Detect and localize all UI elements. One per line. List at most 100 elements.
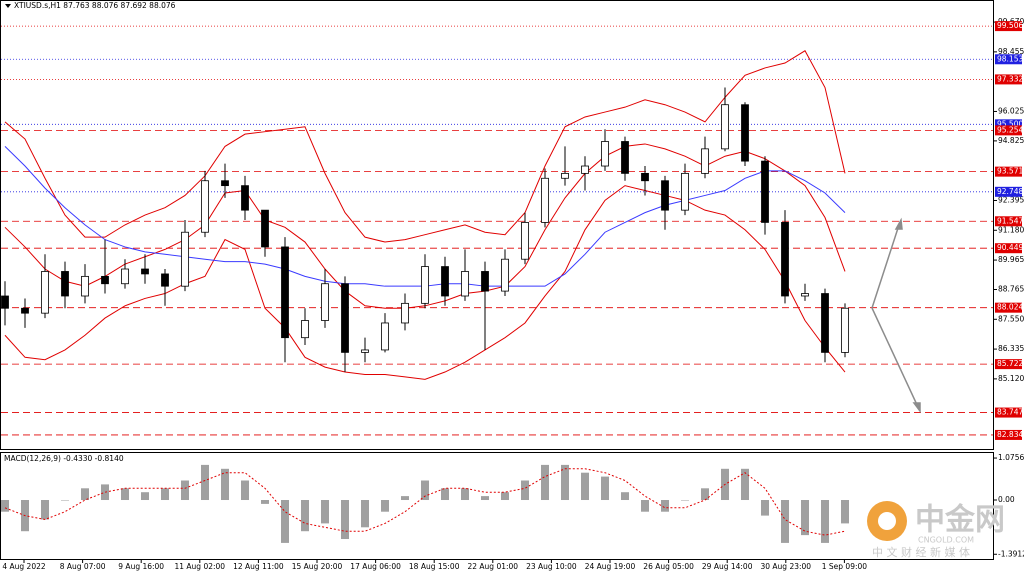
macd-bar <box>701 488 709 501</box>
macd-bar <box>41 500 49 520</box>
level-label: 91.547 <box>997 216 1023 225</box>
macd-bar <box>401 496 409 501</box>
macd-bar <box>501 492 509 501</box>
macd-bar <box>641 500 649 512</box>
macd-bar <box>821 500 829 543</box>
y-tick-label: 91.180 <box>998 225 1024 234</box>
level-tag <box>995 21 1022 32</box>
level-tag <box>995 243 1022 254</box>
level-tag <box>995 186 1022 197</box>
level-tag <box>995 74 1022 85</box>
y-tick-label: 94.825 <box>998 136 1024 145</box>
macd-bar <box>1 500 9 512</box>
y-tick-label: 98.455 <box>998 47 1024 56</box>
candle-body <box>61 271 69 297</box>
macd-bar <box>481 496 489 501</box>
macd-bar <box>261 500 269 504</box>
candle-body <box>21 307 29 314</box>
y-tick-label: -1.3912 <box>998 549 1024 558</box>
candle-body <box>1 295 9 309</box>
y-tick-label: 96.025 <box>998 106 1024 115</box>
candle-body <box>841 307 849 353</box>
candle-body <box>341 283 349 353</box>
candle-body <box>381 322 389 351</box>
candle-body <box>601 141 609 167</box>
macd-bar <box>561 464 569 501</box>
plot-layer: 99.67098.45596.02594.82592.39591.18089.9… <box>1 17 1024 571</box>
y-tick-label: 85.120 <box>998 374 1024 383</box>
macd-bar <box>161 488 169 501</box>
macd-bar <box>621 492 629 501</box>
macd-bar <box>541 464 549 501</box>
level-tag <box>995 166 1022 177</box>
candle-body <box>221 180 229 187</box>
candle-body <box>721 104 729 150</box>
forecast-arrows <box>871 217 921 414</box>
indicator-line <box>4 50 846 243</box>
macd-frame <box>0 452 994 560</box>
macd-bar <box>781 500 789 543</box>
tagline: 中 文 财 经 新 媒 体 <box>872 545 970 559</box>
site: CNGOLD.COM <box>918 536 974 545</box>
level-tag <box>995 407 1022 418</box>
candle-body <box>201 180 209 233</box>
candle-body <box>621 141 629 174</box>
macd-bar <box>601 476 609 501</box>
level-label: 90.449 <box>997 243 1023 252</box>
candle-body <box>281 246 289 339</box>
y-tick-label: 87.550 <box>998 314 1024 323</box>
candle-body <box>181 231 189 287</box>
macd-bar <box>581 472 589 501</box>
price-frame <box>0 0 994 450</box>
macd-bar <box>281 500 289 543</box>
x-tick-label: 1 Sep 09:00 <box>822 562 868 571</box>
x-tick-label: 22 Aug 01:00 <box>468 562 519 571</box>
candle-body <box>641 172 649 182</box>
candle-body <box>261 209 269 248</box>
x-tick-label: 26 Aug 05:00 <box>643 562 694 571</box>
candle-body <box>481 271 489 292</box>
x-tick-label: 9 Aug 16:00 <box>118 562 164 571</box>
level-label: 95.500 <box>997 119 1023 128</box>
y-tick-label: 0.00 <box>998 495 1015 504</box>
candle-body <box>501 258 509 292</box>
brand: 中金网 <box>915 503 1005 538</box>
candle-body <box>761 160 769 223</box>
candle-body <box>461 271 469 297</box>
macd-bar <box>841 500 849 524</box>
macd-bar <box>421 480 429 501</box>
x-tick-label: 23 Aug 10:00 <box>526 562 577 571</box>
macd-bar <box>81 488 89 501</box>
macd-bar <box>201 464 209 501</box>
macd-bar <box>141 492 149 501</box>
macd-bar <box>301 500 309 532</box>
watermark: 中金网 CNGOLD.COM 中 文 财 经 新 媒 体 <box>867 501 1005 559</box>
x-tick-label: 29 Aug 14:00 <box>702 562 753 571</box>
macd-bar <box>61 500 69 501</box>
level-tag <box>995 429 1022 440</box>
candle-body <box>121 268 129 285</box>
level-tag <box>995 54 1022 65</box>
macd-bar <box>221 468 229 501</box>
macd-bar <box>801 500 809 536</box>
macd-bar <box>521 480 529 501</box>
candle-body <box>101 275 109 285</box>
level-label: 98.153 <box>997 54 1023 63</box>
level-label: 88.024 <box>997 303 1023 312</box>
menu-arrow <box>5 4 11 8</box>
logo-inner <box>878 512 896 530</box>
candle-body <box>581 165 589 174</box>
x-tick-label: 11 Aug 02:00 <box>175 562 226 571</box>
candle-body <box>401 302 409 324</box>
level-tag <box>995 119 1022 130</box>
candle-body <box>241 185 249 211</box>
macd-bar <box>121 488 129 501</box>
y-tick-label: 86.335 <box>998 344 1024 353</box>
level-label: 83.747 <box>997 408 1023 417</box>
y-tick-label: 89.965 <box>998 255 1024 264</box>
candle-body <box>781 222 789 297</box>
macd-bar <box>181 480 189 501</box>
macd-bar <box>681 500 689 501</box>
macd-bar <box>741 468 749 501</box>
